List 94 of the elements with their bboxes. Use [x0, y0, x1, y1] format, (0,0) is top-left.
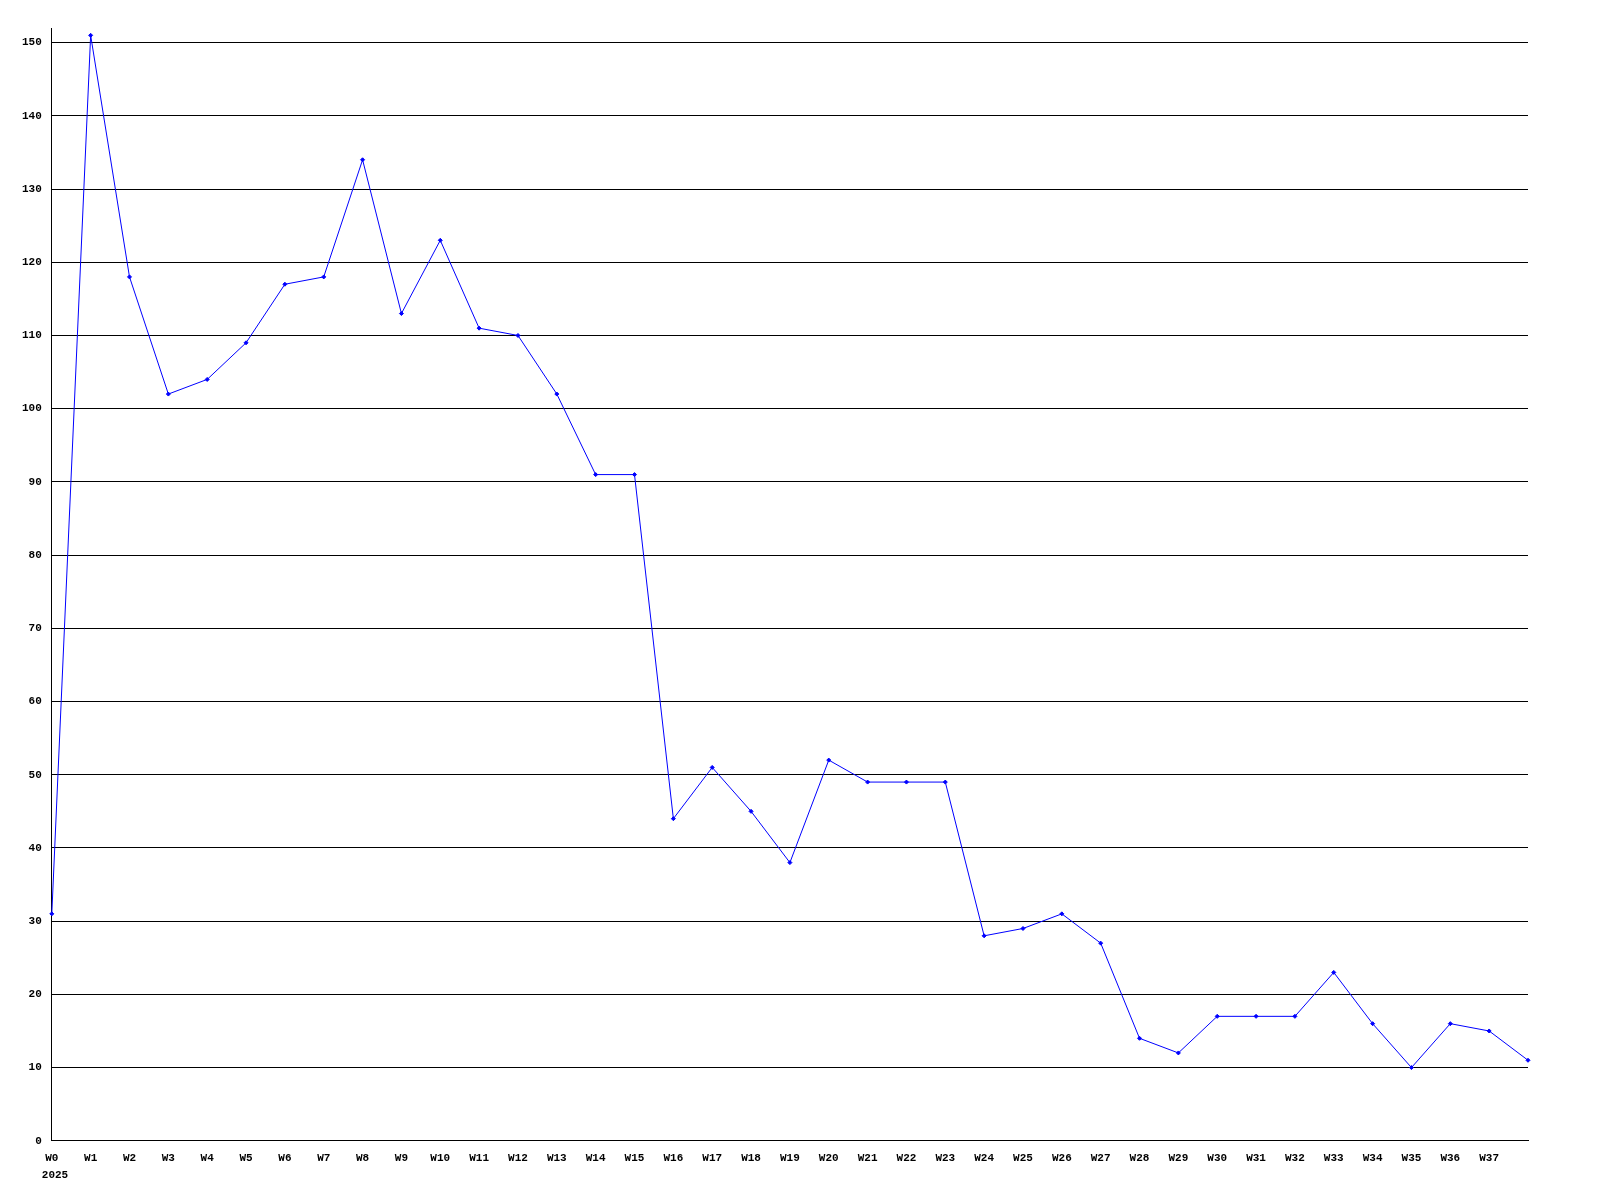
point [398, 311, 404, 317]
point [903, 779, 909, 785]
point [1292, 1013, 1298, 1019]
point [360, 157, 366, 163]
x-tick-label: W9 [394, 1152, 409, 1165]
x-tick-label: W24 [974, 1152, 995, 1165]
x-tick-label: W13 [546, 1152, 568, 1165]
point [981, 933, 987, 939]
point [826, 757, 832, 763]
y-tick-label: 90 [28, 475, 42, 488]
point [670, 816, 676, 822]
y-tick-label: 120 [21, 256, 42, 269]
point [593, 472, 599, 478]
point [88, 32, 94, 38]
y-tick-label: 150 [21, 36, 42, 49]
y-tick-label: 0 [35, 1134, 42, 1147]
point [127, 274, 132, 280]
x-tick-label: W37 [1479, 1152, 1500, 1165]
y-tick-label: 110 [21, 329, 42, 342]
y-tick-label: 140 [21, 109, 42, 122]
point [437, 237, 443, 243]
x-tick-label: W12 [508, 1152, 528, 1165]
y-tick-label: 30 [28, 914, 42, 927]
x-tick-label: W15 [624, 1152, 645, 1165]
point [748, 808, 754, 814]
x-tick-label: W36 [1440, 1152, 1461, 1165]
point [632, 472, 638, 478]
x-tick-label: W25 [1013, 1152, 1034, 1165]
x-tick-label: W21 [857, 1152, 878, 1165]
x-tick-label: W8 [355, 1152, 370, 1165]
y-tick-label: 40 [28, 841, 42, 854]
x-tick-label: W10 [430, 1152, 451, 1165]
point [1408, 1065, 1414, 1071]
y-tick-label: 100 [21, 402, 42, 415]
point [865, 779, 871, 785]
x-tick-label: W17 [702, 1152, 723, 1165]
x-tick-label: W4 [200, 1152, 215, 1165]
point [515, 332, 521, 338]
y-tick-label: 60 [28, 695, 42, 708]
x-tick-label: W6 [278, 1152, 292, 1165]
x-tick-label: W11 [469, 1152, 490, 1165]
text: 2025 [41, 1169, 69, 1182]
point [1020, 925, 1026, 931]
y-tick-label: 80 [28, 548, 42, 561]
x-tick-label: W22 [896, 1152, 917, 1165]
x-tick-label: W31 [1246, 1152, 1267, 1165]
point [49, 911, 55, 917]
x-tick-label: W3 [161, 1152, 176, 1165]
x-tick-label: W23 [935, 1152, 956, 1165]
x-tick-label: W28 [1129, 1152, 1150, 1165]
point [942, 779, 948, 785]
y-tick-label: 70 [28, 622, 42, 635]
y-tick-label: 130 [21, 182, 42, 195]
x-tick-label: W7 [317, 1152, 331, 1165]
x-tick-label: W34 [1362, 1152, 1383, 1165]
x-tick-label: W2 [122, 1152, 137, 1165]
point [787, 860, 793, 866]
x-tick-label: W19 [780, 1152, 800, 1165]
point [1059, 911, 1065, 917]
point [476, 325, 482, 331]
x-tick-label: W20 [818, 1152, 839, 1165]
point [1175, 1050, 1181, 1056]
x-tick-label: W27 [1090, 1152, 1111, 1165]
point [554, 391, 560, 397]
point [243, 340, 249, 346]
x-tick-label: W1 [84, 1152, 98, 1165]
y-tick-label: 10 [28, 1061, 42, 1074]
x-tick-label: W30 [1207, 1152, 1228, 1165]
point [709, 764, 715, 770]
point [1370, 1021, 1376, 1027]
x-tick-label: W29 [1168, 1152, 1189, 1165]
x-tick-label: W26 [1051, 1152, 1072, 1165]
x-tick-label: W14 [585, 1152, 606, 1165]
x-tick-label: W32 [1285, 1152, 1305, 1165]
x-tick-label: W16 [663, 1152, 684, 1165]
x-tick-label: W5 [239, 1152, 254, 1165]
point [1253, 1013, 1259, 1019]
point [321, 274, 327, 280]
x-tick-label: W33 [1323, 1152, 1345, 1165]
point [1447, 1021, 1453, 1027]
point [1331, 969, 1337, 975]
point [1486, 1028, 1492, 1034]
x-tick-label: W0 [45, 1152, 59, 1165]
point [1098, 940, 1104, 946]
point [1137, 1035, 1143, 1041]
point [1214, 1013, 1220, 1019]
point [1525, 1057, 1531, 1063]
point [204, 376, 210, 382]
y-tick-label: 20 [28, 988, 42, 1001]
point [165, 391, 171, 397]
point [282, 281, 288, 287]
y-tick-label: 50 [28, 768, 42, 781]
x-tick-label: W18 [741, 1152, 762, 1165]
x-tick-label: W35 [1401, 1152, 1422, 1165]
